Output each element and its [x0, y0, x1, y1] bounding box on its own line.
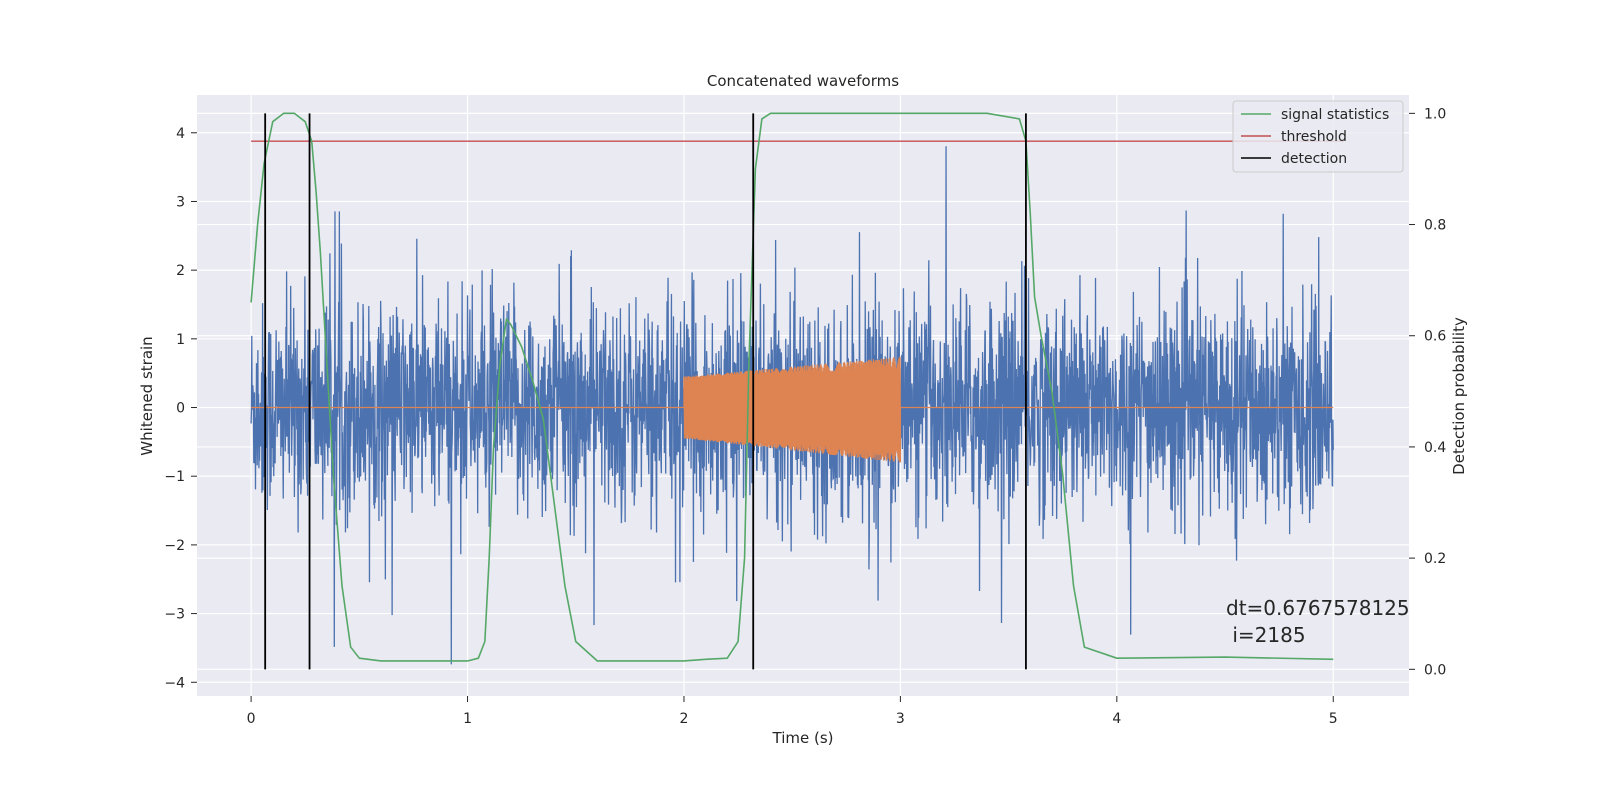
legend-box: [1232, 100, 1404, 173]
y2-tick-label: 0.6: [1424, 329, 1446, 345]
legend-label-threshold: threshold: [1281, 129, 1347, 145]
chart-title: Concatenated waveforms: [707, 72, 899, 90]
x-tick-label: 5: [1329, 711, 1338, 727]
y-axis-right: 1.0 0.8 0.6 0.4 0.2 0.0: [1409, 106, 1446, 678]
y2-tick-label: 0.8: [1424, 218, 1446, 234]
y-tick-label: 0: [176, 401, 185, 417]
y-tick-label: −2: [164, 538, 185, 554]
annotation-dt: dt=0.6767578125: [1226, 596, 1410, 620]
y2-tick-label: 1.0: [1424, 106, 1446, 122]
legend-label-signal-statistics: signal statistics: [1281, 107, 1389, 123]
x-tick-label: 0: [247, 711, 256, 727]
y-tick-label: 1: [176, 332, 185, 348]
chirp-line: [251, 356, 1334, 463]
annotation-index: i=2185: [1226, 623, 1306, 647]
y-axis-left: 4 3 2 1 0 −1 −2 −3 −4: [164, 126, 197, 691]
x-tick-label: 1: [463, 711, 472, 727]
legend-label-detection: detection: [1281, 151, 1347, 167]
y-tick-label: 4: [176, 126, 185, 142]
y2-tick-label: 0.2: [1424, 551, 1446, 567]
legend: signal statistics threshold detection: [1232, 100, 1404, 173]
y-tick-label: 3: [176, 194, 185, 210]
y2-tick-label: 0.4: [1424, 440, 1446, 456]
x-tick-label: 4: [1112, 711, 1121, 727]
y2-tick-label: 0.0: [1424, 662, 1446, 678]
series-layer: [250, 112, 1345, 670]
y-tick-label: 2: [176, 263, 185, 279]
x-tick-label: 2: [680, 711, 689, 727]
y-axis-label: Whitened strain: [138, 336, 156, 455]
x-axis: 0 1 2 3 4 5: [247, 696, 1338, 727]
y-tick-label: −1: [164, 469, 185, 485]
x-tick-label: 3: [896, 711, 905, 727]
strain-noise-line: [250, 146, 1334, 665]
y-tick-label: −3: [164, 607, 185, 623]
x-axis-label: Time (s): [772, 729, 834, 747]
y2-axis-label: Detection probability: [1450, 317, 1468, 475]
signal-statistics-line: [250, 112, 1334, 662]
y-tick-label: −4: [164, 675, 185, 691]
